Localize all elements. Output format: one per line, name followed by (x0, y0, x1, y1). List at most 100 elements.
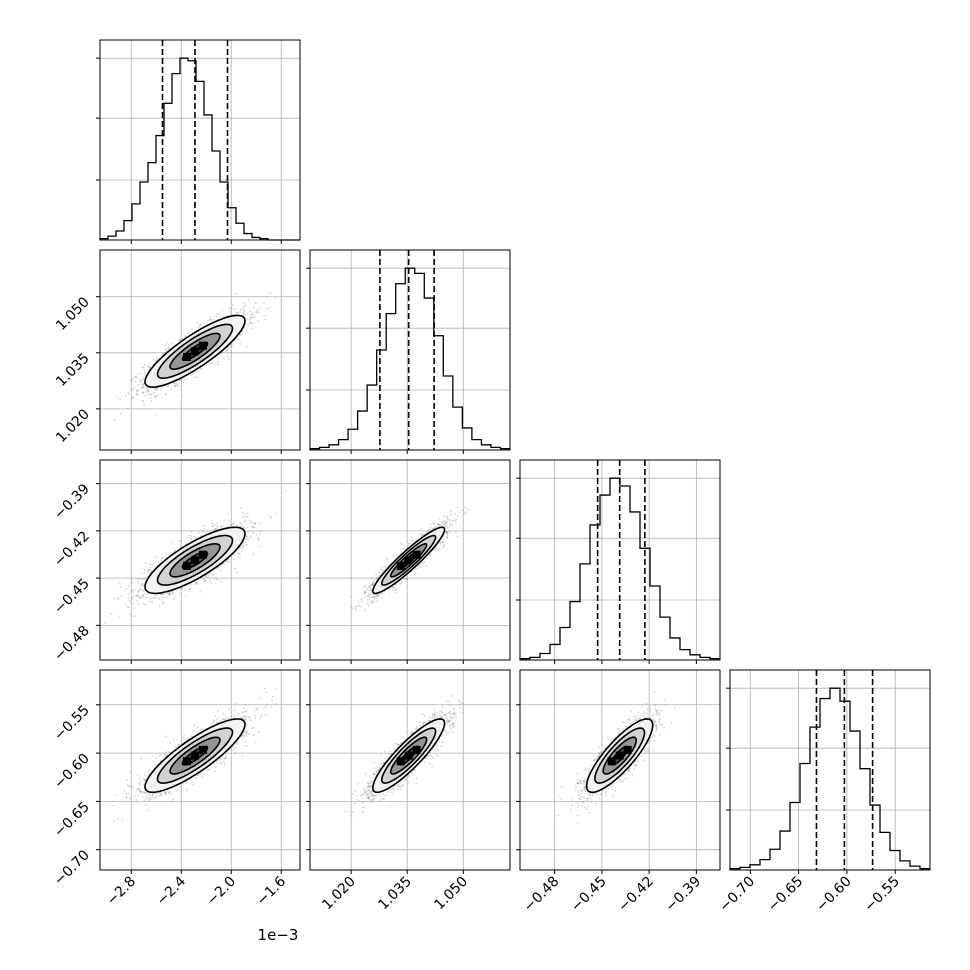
y-tick-label: −0.65 (51, 799, 93, 841)
histogram-bar (212, 151, 220, 240)
histogram-bar (443, 376, 453, 450)
histogram-step (309, 267, 510, 450)
histogram-bar (377, 350, 387, 450)
histogram-bar (760, 860, 770, 870)
histogram-bar (590, 525, 600, 660)
contour-line (169, 332, 221, 370)
histogram-bar (890, 851, 900, 870)
histogram-bar (132, 204, 140, 240)
histogram-bar (620, 486, 630, 660)
histogram-bar (690, 655, 700, 660)
histogram-bar (172, 74, 180, 240)
x-offset-label: 1e−3 (258, 926, 299, 944)
histogram-bar (780, 831, 790, 870)
panel-frame (99, 669, 301, 871)
panel-frame (309, 669, 511, 871)
contour-line (380, 727, 437, 784)
density-peak-cell (183, 352, 191, 361)
density-panel-3-2: −0.48 −0.45 −0.42 −0.39 (516, 669, 721, 916)
x-tick-label: −0.42 (615, 874, 657, 916)
x-tick-label: −0.45 (568, 874, 610, 916)
histogram-bar (810, 727, 820, 870)
histogram-bar (339, 440, 349, 450)
histogram-bar (396, 284, 406, 450)
y-tick-label: −0.48 (51, 623, 93, 665)
density-peak-cell (623, 745, 632, 754)
contour-line (156, 534, 234, 586)
panel-frame (519, 669, 721, 871)
panel-frame (99, 459, 301, 661)
density-peak-cell (191, 556, 199, 565)
histogram-bar (116, 231, 124, 240)
histogram-bar (481, 445, 491, 450)
histogram-panel-3: −0.70 −0.65 −0.60 −0.55 (716, 669, 931, 916)
histogram-bar (236, 223, 244, 240)
histogram-bar (472, 440, 482, 450)
density-peak-cell (412, 550, 421, 559)
histogram-bar (750, 865, 760, 870)
density-panel-2-1 (306, 459, 511, 664)
histogram-bar (650, 586, 660, 660)
histogram-bar (570, 602, 580, 660)
contour-line (602, 736, 638, 775)
density-peak-cell (404, 751, 413, 760)
x-tick-label: −0.65 (765, 874, 807, 916)
histogram-bar (540, 654, 550, 660)
histogram-bar (434, 336, 444, 450)
histogram-bar (800, 764, 810, 870)
histogram-bar (560, 628, 570, 660)
density-panel-1-0: 1.020 1.035 1.050 (53, 249, 301, 454)
histogram-bar (580, 564, 590, 660)
density-peak-cell (191, 347, 199, 356)
histogram-bar (880, 832, 890, 870)
histogram-bar (610, 478, 620, 660)
x-tick-label: −2.4 (154, 873, 189, 908)
histogram-bar (850, 731, 860, 870)
histogram-bar (140, 182, 148, 240)
histogram-step (729, 687, 930, 870)
contour-line (144, 314, 246, 389)
histogram-bar (164, 103, 172, 240)
x-tick-label: −2.8 (104, 874, 139, 909)
histogram-bar (148, 163, 156, 240)
histogram-panel-2 (516, 459, 721, 664)
histogram-bar (820, 699, 830, 870)
x-tick-label: 1.020 (319, 874, 359, 914)
contour-line (144, 526, 246, 595)
contour-line (169, 543, 221, 578)
x-tick-label: −0.60 (813, 874, 855, 916)
x-tick-label: −0.39 (663, 874, 705, 916)
contour-line (371, 526, 446, 595)
contour-line (389, 736, 428, 775)
histogram-bar (670, 638, 680, 660)
panel-frame (99, 39, 301, 241)
density-peak-cell (191, 751, 199, 760)
x-tick-label: 1.035 (375, 874, 415, 914)
x-tick-label: −0.55 (861, 874, 903, 916)
y-tick-label: −0.70 (51, 847, 93, 889)
histogram-bar (228, 208, 236, 240)
y-tick-label: 1.020 (53, 406, 93, 446)
contour-line (156, 727, 234, 784)
y-tick-label: 1.035 (53, 350, 93, 390)
panel-frame (729, 669, 931, 871)
panel-frame (309, 249, 511, 451)
x-tick-label: 1.050 (431, 874, 471, 914)
histogram-bar (244, 234, 252, 240)
histogram-bar (830, 688, 840, 870)
density-peak-cell (412, 745, 421, 754)
histogram-bar (405, 268, 415, 450)
density-peak-cell (183, 561, 191, 570)
y-tick-label: −0.42 (51, 528, 93, 570)
density-peak-cell (183, 757, 191, 766)
density-peak-cell (396, 561, 405, 570)
histogram-bar (415, 273, 425, 450)
x-tick-label: −1.6 (254, 873, 289, 908)
contour-line (371, 718, 446, 794)
y-tick-label: −0.39 (51, 481, 93, 523)
contour-line (585, 718, 654, 794)
contour-line (380, 534, 437, 586)
density-peak-cell (607, 757, 616, 766)
contour-line (144, 718, 246, 794)
